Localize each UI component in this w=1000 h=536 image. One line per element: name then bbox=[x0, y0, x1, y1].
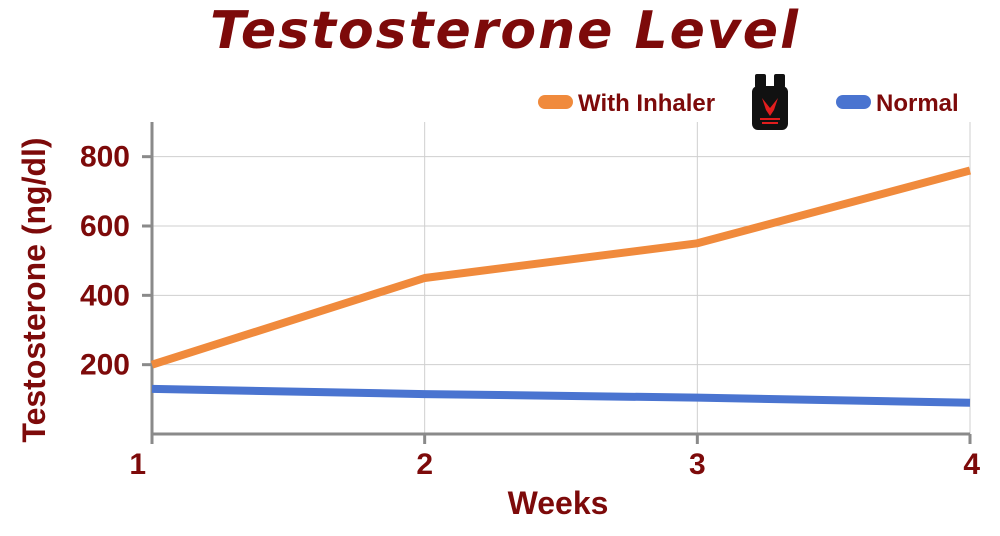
axes bbox=[150, 122, 970, 436]
x-tick-label: 3 bbox=[689, 448, 706, 481]
y-tick-label: 800 bbox=[80, 141, 130, 174]
x-tick-label: 1 bbox=[129, 448, 146, 481]
legend-label-normal: Normal bbox=[876, 90, 959, 117]
x-tick-label: 4 bbox=[963, 448, 980, 481]
x-tick-labels: 1 2 3 4 bbox=[129, 434, 980, 481]
x-axis-label: Weeks bbox=[508, 485, 609, 521]
grid bbox=[152, 122, 971, 434]
series-line-with-inhaler bbox=[150, 166, 972, 369]
chart-title: Testosterone Level bbox=[210, 1, 800, 61]
legend-label-with-inhaler: With Inhaler bbox=[578, 90, 715, 117]
y-tick-label: 200 bbox=[80, 349, 130, 382]
y-tick-label: 400 bbox=[80, 279, 130, 312]
inhaler-product-icon bbox=[752, 74, 788, 130]
y-tick-labels: 200 400 600 800 bbox=[80, 141, 152, 382]
series-lines bbox=[150, 166, 972, 407]
y-tick-label: 600 bbox=[80, 210, 130, 243]
legend: With Inhaler Normal bbox=[538, 74, 959, 130]
x-tick-label: 2 bbox=[416, 448, 433, 481]
series-line-normal bbox=[151, 384, 971, 407]
y-axis-label: Testosterone (ng/dl) bbox=[16, 137, 52, 442]
